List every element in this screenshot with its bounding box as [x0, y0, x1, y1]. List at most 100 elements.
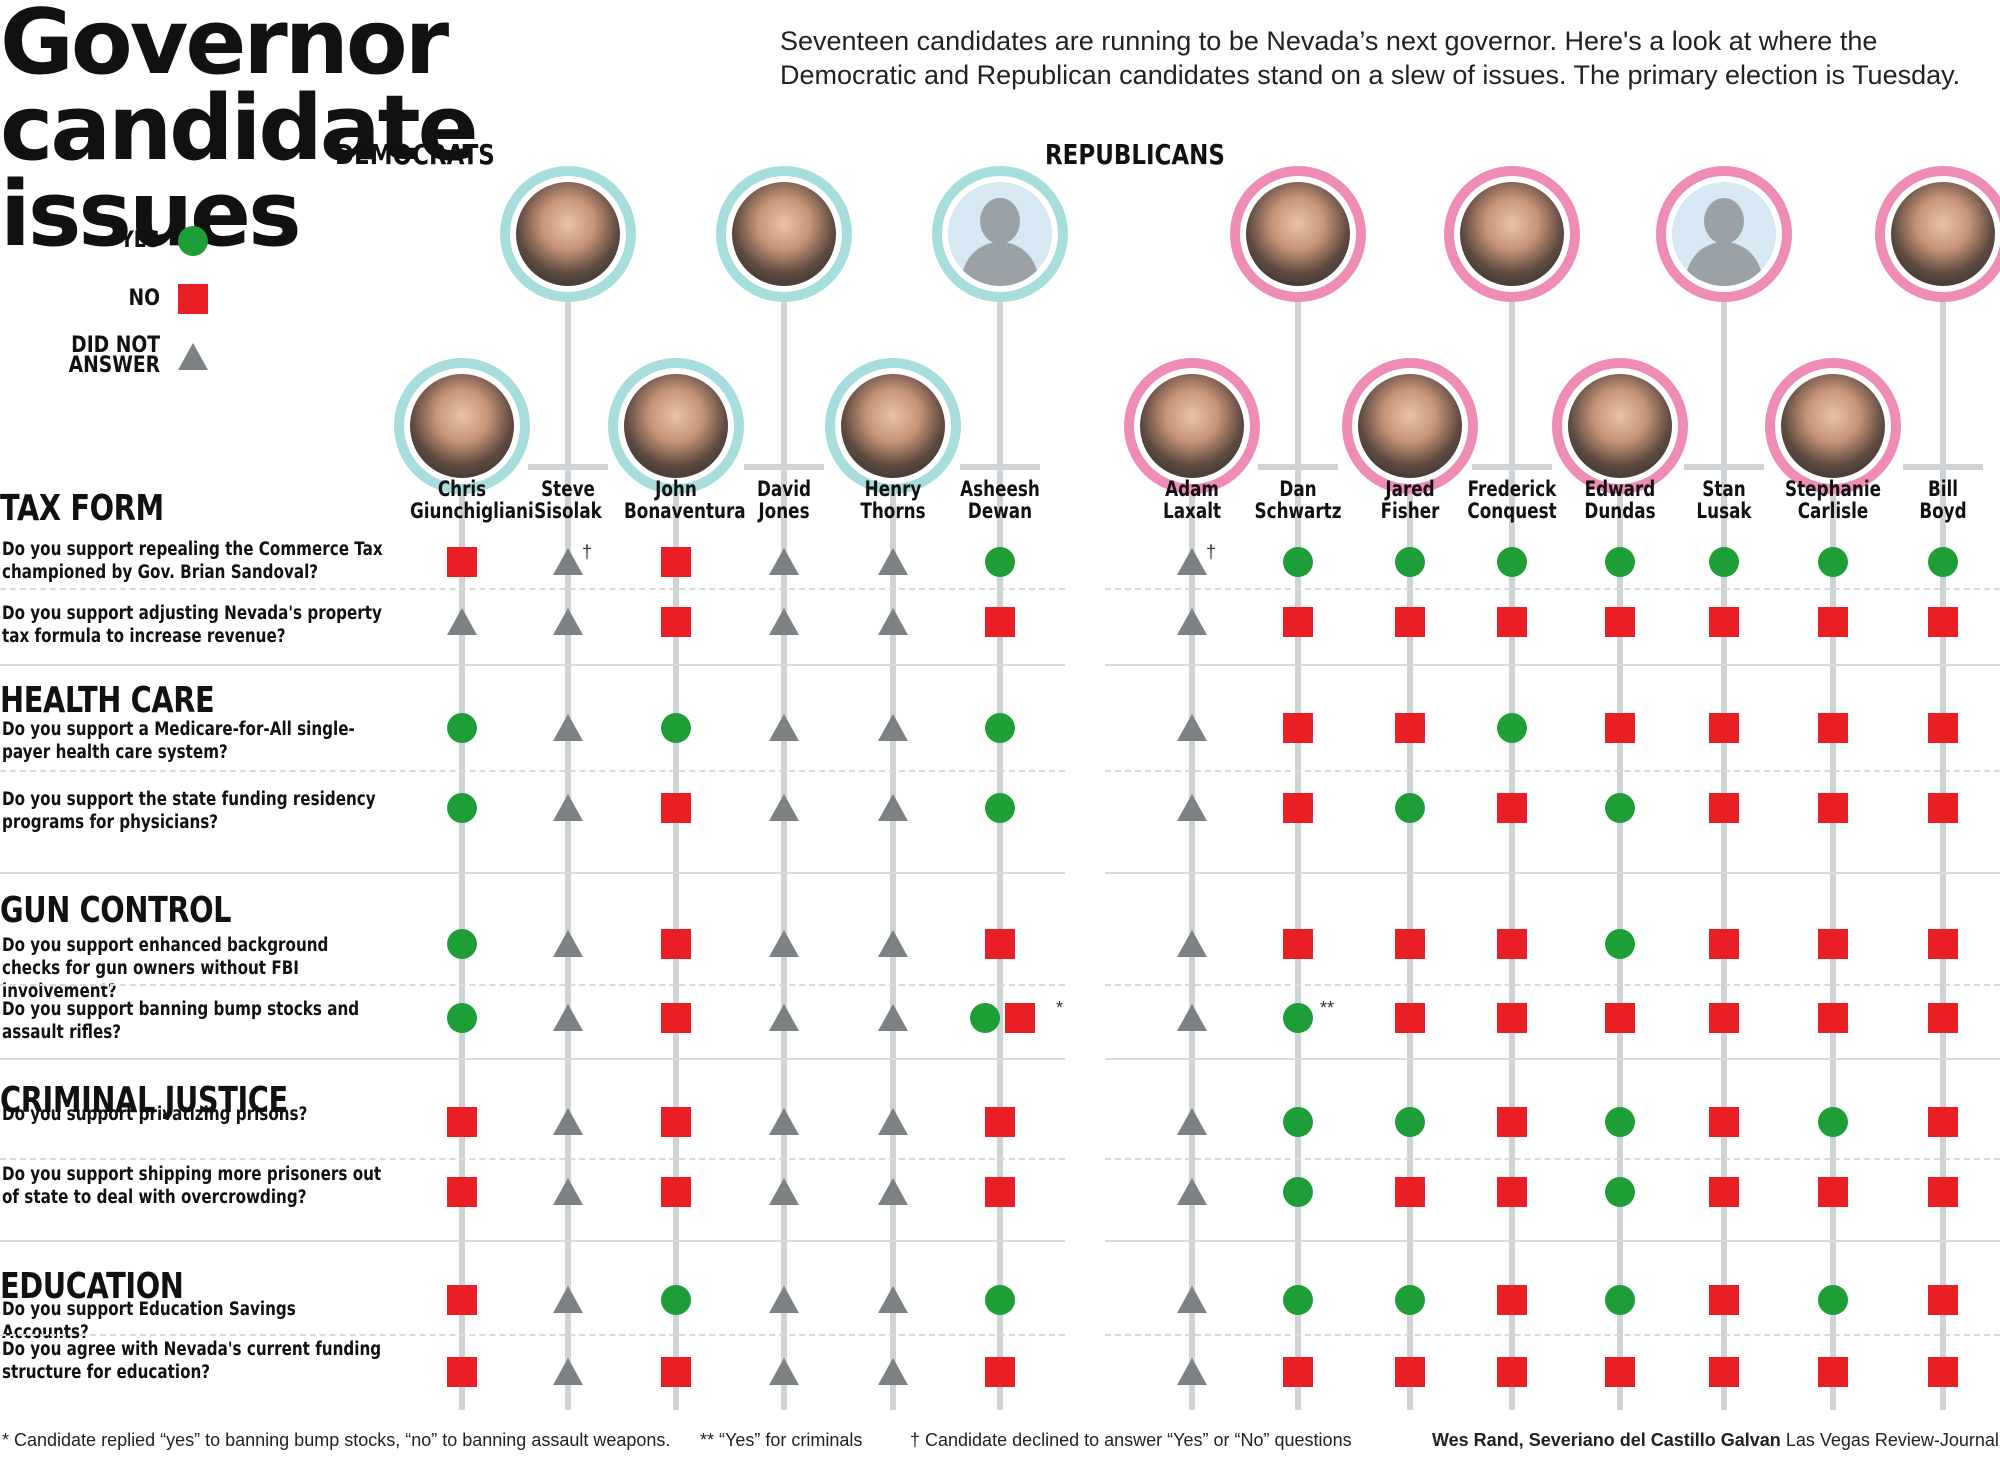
section-divider [0, 1058, 1065, 1060]
yes-circle-icon [661, 713, 691, 743]
no-square-icon [1709, 1107, 1739, 1137]
did-not-answer-triangle-icon [553, 548, 583, 575]
legend-dna-label: DID NOT ANSWER [68, 333, 160, 378]
no-square-icon [1395, 1177, 1425, 1207]
party-label-republicans: REPUBLICANS [1045, 138, 1225, 171]
portrait-boyd [1875, 166, 2000, 302]
section-divider [1105, 872, 2000, 874]
section-heading-criminal-justice: CRIMINAL JUSTICE [0, 1080, 288, 1121]
question-text: Do you agree with Nevada's current fundi… [2, 1339, 382, 1383]
did-not-answer-triangle-icon [1177, 794, 1207, 821]
first-name: John [655, 477, 697, 501]
yes-circle-icon [985, 793, 1015, 823]
column-line-boyd [1940, 286, 1946, 1410]
footnote-marker: † [582, 542, 593, 562]
first-name: Jared [1385, 477, 1435, 501]
first-name: Chris [437, 477, 487, 501]
no-square-icon [661, 1177, 691, 1207]
no-square-icon [985, 1177, 1015, 1207]
did-not-answer-triangle-icon [553, 1286, 583, 1313]
did-not-answer-triangle-icon [1177, 548, 1207, 575]
did-not-answer-triangle-icon [878, 1286, 908, 1313]
footnote-marker: ** [1320, 998, 1335, 1018]
party-label-democrats: DEMOCRATS [335, 138, 495, 171]
candidate-name-lusak: Stan Lusak [1672, 478, 1776, 522]
candidate-name-giunchigliani: Chris Giunchigliani [410, 477, 534, 522]
yes-circle-icon [985, 713, 1015, 743]
yes-circle-icon [1605, 1285, 1635, 1315]
did-not-answer-triangle-icon [553, 1004, 583, 1031]
did-not-answer-triangle-icon [769, 1108, 799, 1135]
legend-no: NO [110, 284, 208, 314]
no-square-icon [1497, 607, 1527, 637]
candidate-name-carlisle: Stephanie Carlisle [1781, 478, 1885, 522]
first-name: Stan [1702, 477, 1746, 501]
silhouette-body [1686, 242, 1762, 286]
footnote-dagger: † Candidate declined to answer “Yes” or … [910, 1430, 1352, 1450]
did-not-answer-triangle-icon [769, 1178, 799, 1205]
yes-circle-icon [1818, 547, 1848, 577]
did-not-answer-triangle-icon [769, 1358, 799, 1385]
question-text: Do you support adjusting Nevada's proper… [2, 603, 382, 647]
no-square-icon [447, 547, 477, 577]
yes-circle-icon [1395, 547, 1425, 577]
section-divider [1105, 664, 2000, 666]
did-not-answer-triangle-icon [1177, 1004, 1207, 1031]
intro-text: Seventeen candidates are running to be N… [780, 26, 1961, 90]
first-name: Frederick [1467, 477, 1557, 501]
no-square-icon [1818, 1177, 1848, 1207]
yes-circle-icon [447, 793, 477, 823]
silhouette-head [1704, 198, 1744, 244]
portrait-lusak [1656, 166, 1792, 302]
legend-no-label: NO [128, 286, 160, 311]
portrait-carlisle [1765, 358, 1901, 494]
candidate-photo [410, 374, 514, 478]
column-line-lusak [1721, 286, 1727, 1410]
yes-circle-icon [1605, 1177, 1635, 1207]
last-name: Lusak [1696, 499, 1752, 523]
yes-circle-icon [1283, 1177, 1313, 1207]
no-square-icon [661, 1107, 691, 1137]
no-square-icon [1709, 1003, 1739, 1033]
question-text: Do you support repealing the Commerce Ta… [2, 539, 383, 583]
portrait-giunchigliani [394, 358, 530, 494]
portrait-thorns [825, 358, 961, 494]
no-square-icon [985, 1357, 1015, 1387]
first-name: Edward [1584, 477, 1656, 501]
question-divider [0, 588, 1065, 590]
no-square-icon [1497, 1177, 1527, 1207]
did-not-answer-triangle-icon [878, 548, 908, 575]
question-text: Do you support a Medicare-for-All single… [2, 719, 355, 763]
no-square-icon [1709, 1177, 1739, 1207]
no-square-icon [1928, 1357, 1958, 1387]
no-square-icon [1928, 1177, 1958, 1207]
section-divider [0, 664, 1065, 666]
candidate-name-dewan: Asheesh Dewan [948, 478, 1052, 522]
no-square-icon [447, 1285, 477, 1315]
no-square-icon [1605, 607, 1635, 637]
no-square-icon [1818, 1003, 1848, 1033]
section-divider [1105, 1058, 2000, 1060]
no-square-icon [1928, 607, 1958, 637]
yes-circle-icon [1605, 1107, 1635, 1137]
last-name: Fisher [1380, 499, 1440, 523]
no-square-icon [1709, 793, 1739, 823]
portrait-bonaventura [608, 358, 744, 494]
yes-circle-icon [1497, 547, 1527, 577]
candidate-photo [1140, 374, 1244, 478]
no-square-icon [985, 607, 1015, 637]
legend-yes: YES [110, 226, 208, 256]
yes-circle-icon [1283, 1003, 1313, 1033]
candidate-photo [1568, 374, 1672, 478]
no-square-icon [1497, 929, 1527, 959]
no-square-icon [661, 1357, 691, 1387]
yes-circle-icon [970, 1003, 1000, 1033]
no-square-icon [661, 929, 691, 959]
candidate-photo [1246, 182, 1350, 286]
no-square-icon [1283, 607, 1313, 637]
did-not-answer-triangle-icon [769, 794, 799, 821]
legend-yes-label: YES [120, 228, 160, 253]
footnote-star: * Candidate replied “yes” to banning bum… [2, 1430, 671, 1450]
did-not-answer-triangle-icon [878, 714, 908, 741]
yes-circle-icon [1283, 1285, 1313, 1315]
